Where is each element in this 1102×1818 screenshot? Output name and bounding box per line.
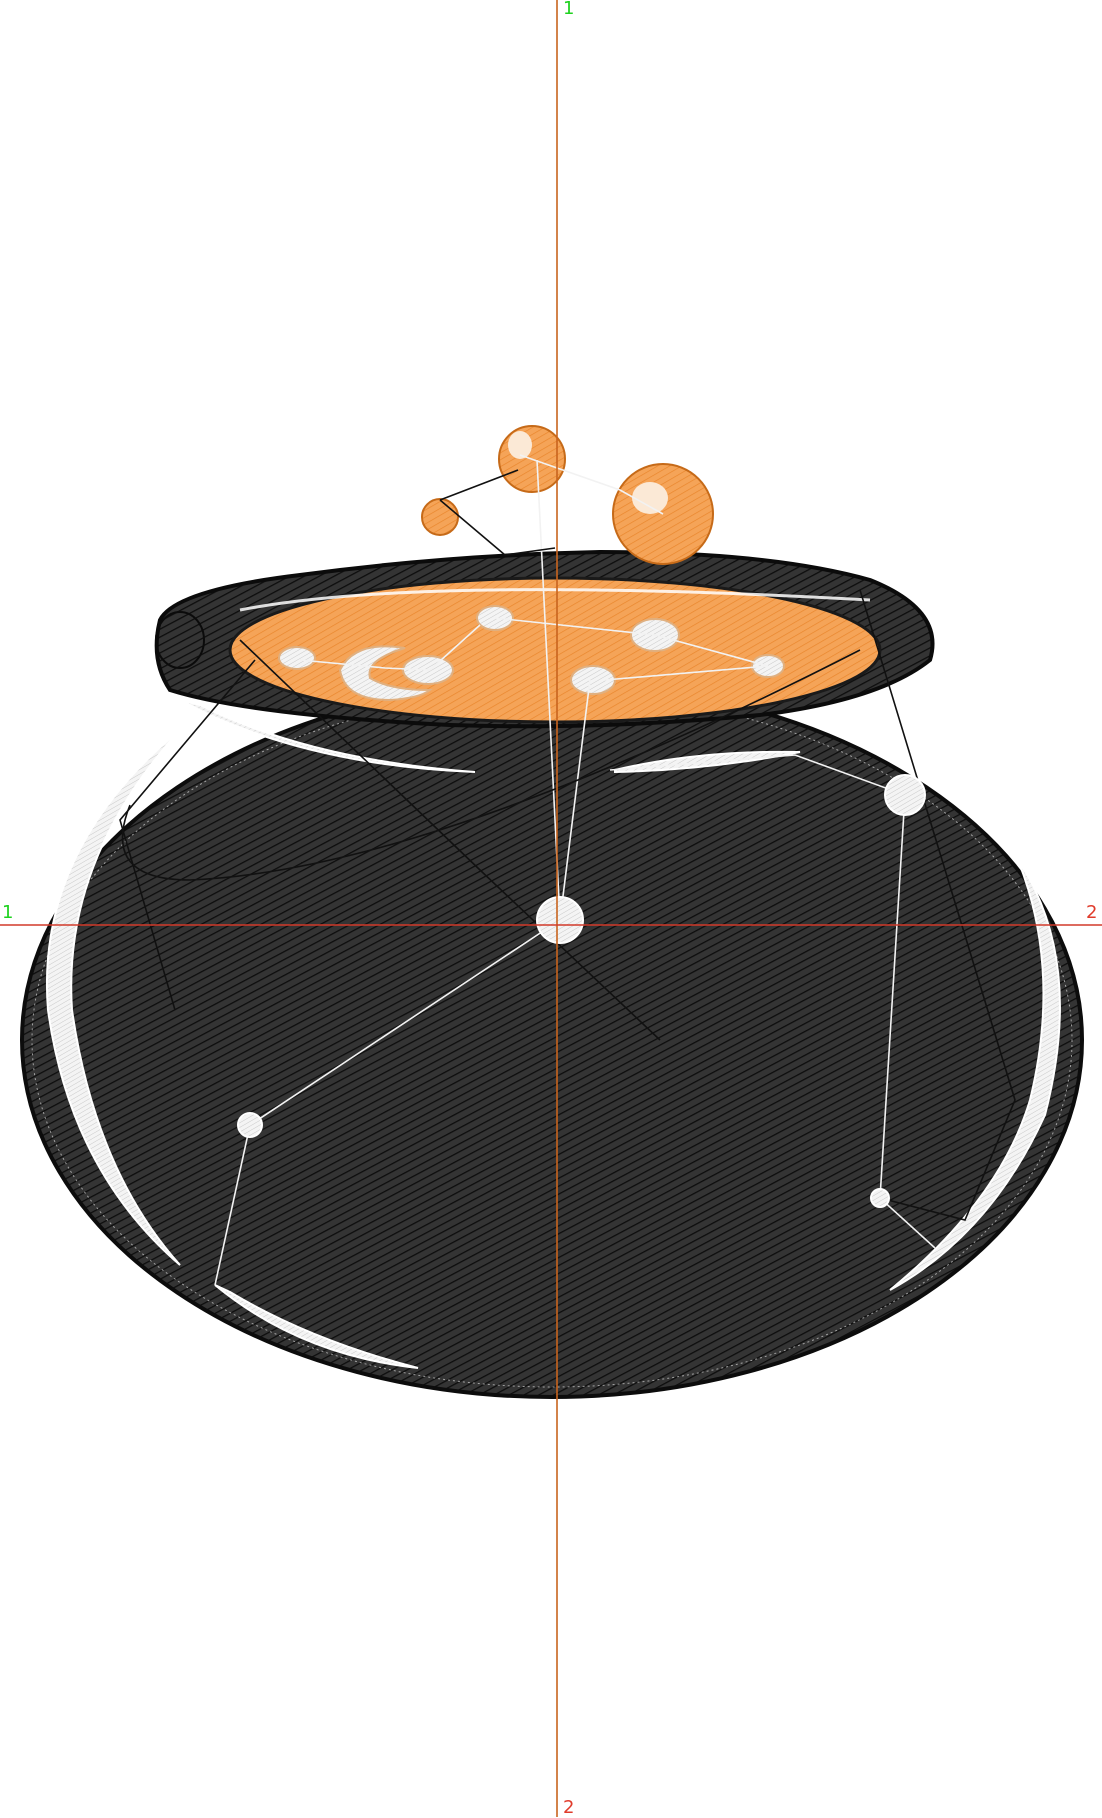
swirl-bubble (338, 645, 433, 702)
surface-bubble (570, 665, 616, 695)
body-highlights (46, 699, 1061, 1369)
rim-knob (155, 611, 205, 669)
bottom-left-highlight (214, 1284, 419, 1369)
stitch-node (870, 1188, 890, 1208)
horizontal-guide-end-label: 2 (1086, 902, 1098, 923)
stitch-node (536, 896, 584, 944)
horizontal-guide-start-label: 1 (2, 902, 14, 923)
right-rim-highlight (889, 859, 1061, 1291)
upper-left-highlight (179, 699, 476, 773)
floating-bubbles (421, 425, 714, 565)
vertical-guide-start-label: 1 (563, 0, 575, 19)
left-rim-highlight (46, 729, 181, 1266)
stitch-nodes (237, 774, 926, 1208)
stitch-node (237, 1112, 263, 1138)
stitch-node (884, 774, 926, 816)
surface-bubble (278, 646, 316, 670)
floating-bubble-small (421, 498, 459, 536)
vertical-guide-end-label: 2 (563, 1797, 575, 1818)
brew-surface (228, 576, 882, 724)
